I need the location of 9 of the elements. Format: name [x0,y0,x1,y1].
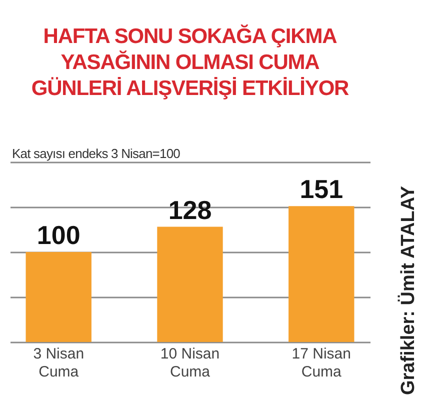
x-tick-label: 10 Nisan Cuma [160,346,220,380]
chart-subtitle: Kat sayısı endeks 3 Nisan=100 [12,146,180,161]
data-label: 100 [36,220,80,250]
data-label: 128 [168,194,212,225]
x-tick-label: 17 Nisan Cuma [292,346,351,380]
x-tick-label: 3 Nisan Cuma [33,346,84,380]
chart-title: HAFTA SONU SOKAĞA ÇIKMA YASAĞININ OLMASI CUMA GÜNLERİ ALIŞVERİŞİ ETKİLİYOR [30,24,350,102]
data-label: 151 [300,174,344,204]
text: Grafikler: Ümit ATALAY [398,186,420,395]
